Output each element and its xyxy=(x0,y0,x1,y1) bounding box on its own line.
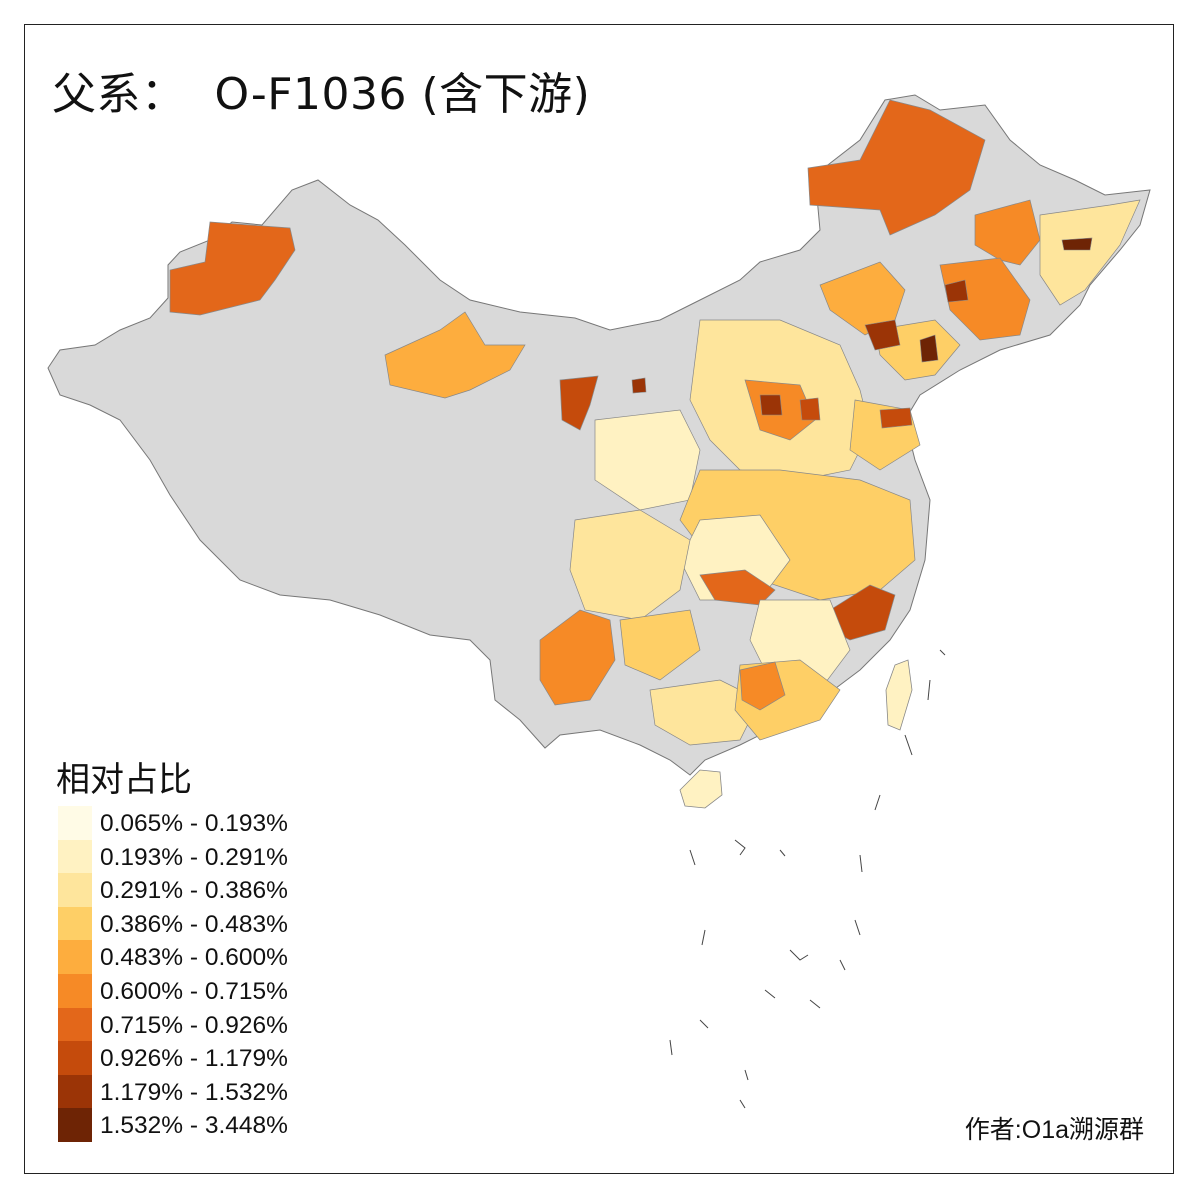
legend-swatch xyxy=(58,839,92,874)
legend-item: 1.179% - 1.532% xyxy=(58,1074,358,1109)
region-heilongjiang xyxy=(974,199,1041,266)
legend-item: 0.926% - 1.179% xyxy=(58,1041,358,1076)
hotspot-central-1 xyxy=(759,394,783,416)
hainan-island xyxy=(679,769,723,809)
region-guangxi xyxy=(649,679,761,746)
hotspot-east-1 xyxy=(879,407,913,429)
region-hulunbuir xyxy=(807,99,986,236)
region-jilin xyxy=(939,257,1031,341)
legend-swatch xyxy=(58,1041,92,1076)
legend-label: 0.715% - 0.926% xyxy=(100,1011,288,1039)
region-qinghai-east xyxy=(384,311,526,399)
region-hubei-hot xyxy=(699,569,776,606)
legend-item: 0.291% - 0.386% xyxy=(58,873,358,908)
legend-swatch xyxy=(58,940,92,975)
hotspot-gansu xyxy=(631,377,647,394)
hotspot-central-2 xyxy=(799,397,821,421)
map-legend: 0.065% - 0.193% 0.193% - 0.291% 0.291% - 0… xyxy=(58,806,358,1143)
legend-label: 0.065% - 0.193% xyxy=(100,810,288,837)
map-title: 父系： O-F1036 (含下游) xyxy=(52,69,591,120)
legend-label: 0.926% - 1.179% xyxy=(100,1045,288,1073)
legend-title: 相对占比 xyxy=(56,760,192,800)
south-china-sea-islands xyxy=(669,649,946,1109)
legend-item: 0.065% - 0.193% xyxy=(58,806,358,840)
legend-swatch xyxy=(58,873,92,908)
legend-swatch xyxy=(58,1108,92,1143)
region-sichuan xyxy=(569,509,691,621)
hotspot-north-2 xyxy=(919,334,939,363)
legend-label: 1.532% - 3.448% xyxy=(100,1112,288,1140)
region-heilongjiang-east xyxy=(1039,199,1141,306)
legend-item: 1.532% - 3.448% xyxy=(58,1108,358,1143)
region-yunnan xyxy=(539,609,616,706)
legend-label: 0.386% - 0.483% xyxy=(100,910,288,938)
legend-item: 0.386% - 0.483% xyxy=(58,906,358,941)
legend-swatch xyxy=(58,906,92,941)
hotspot-northeast-1 xyxy=(1061,237,1093,251)
map-frame xyxy=(24,24,1174,1174)
legend-label: 0.193% - 0.291% xyxy=(100,843,288,871)
legend-swatch xyxy=(58,1074,92,1109)
region-ningxia xyxy=(559,375,599,431)
region-guizhou xyxy=(619,609,701,681)
legend-item: 0.483% - 0.600% xyxy=(58,940,358,975)
region-xinjiang-north xyxy=(169,221,296,316)
legend-swatch xyxy=(58,1007,92,1042)
region-guangdong-hot xyxy=(739,661,786,711)
author-credit: 作者:O1a溯源群 xyxy=(964,1116,1144,1144)
legend-label: 1.179% - 1.532% xyxy=(100,1078,288,1106)
legend-label: 0.600% - 0.715% xyxy=(100,977,288,1005)
legend-label: 0.291% - 0.386% xyxy=(100,877,288,905)
legend-item: 0.600% - 0.715% xyxy=(58,973,358,1008)
taiwan-island xyxy=(885,659,913,731)
legend-label: 0.483% - 0.600% xyxy=(100,944,288,972)
hotspot-northeast-2 xyxy=(944,279,969,303)
legend-swatch xyxy=(58,973,92,1008)
legend-item: 0.715% - 0.926% xyxy=(58,1007,358,1042)
legend-swatch xyxy=(58,806,92,840)
hotspot-north-1 xyxy=(864,319,901,351)
legend-item: 0.193% - 0.291% xyxy=(58,839,358,874)
